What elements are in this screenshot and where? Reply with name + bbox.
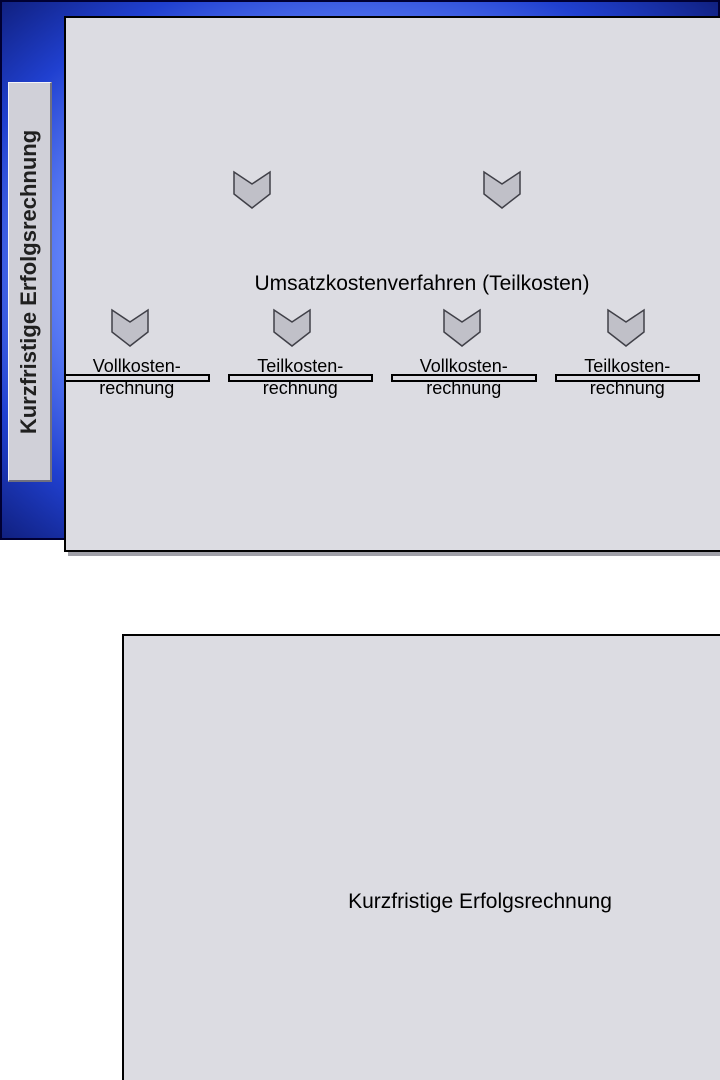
level3-text-3: Teilkosten-rechnung: [584, 356, 670, 399]
level1-box: Kurzfristige Erfolgsrechnung: [122, 634, 720, 1080]
level3-text-0: Vollkosten-rechnung: [93, 356, 181, 399]
sidebar: Kurzfristige Erfolgsrechnung: [8, 82, 52, 482]
title-box: Umsatzkostenverfahren (Teilkosten): [64, 16, 720, 552]
title-text: Umsatzkostenverfahren (Teilkosten): [255, 272, 590, 296]
level1-text: Kurzfristige Erfolgsrechnung: [348, 890, 612, 914]
level3-text-2: Vollkosten-rechnung: [420, 356, 508, 399]
arrow-icon: [232, 170, 272, 210]
arrow-icon: [606, 308, 646, 348]
slide: Kurzfristige Erfolgsrechnung Umsatzkoste…: [0, 0, 720, 540]
level3-text-1: Teilkosten-rechnung: [257, 356, 343, 399]
arrow-icon: [272, 308, 312, 348]
arrow-icon: [442, 308, 482, 348]
arrow-icon: [110, 308, 150, 348]
sidebar-label: Kurzfristige Erfolgsrechnung: [17, 129, 43, 433]
arrow-icon: [482, 170, 522, 210]
